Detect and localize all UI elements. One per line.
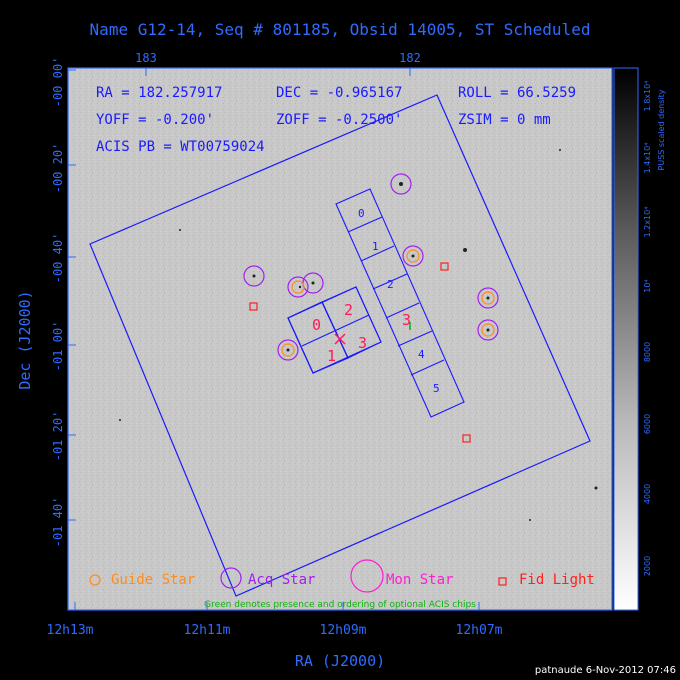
legend-acq-icon	[220, 567, 242, 589]
acis-s-label-3: 3	[402, 311, 411, 329]
fid-light	[462, 434, 471, 443]
acis-s-label-0: 0	[358, 207, 365, 220]
acis-s-label-5: 5	[433, 382, 440, 395]
field-of-view	[89, 94, 591, 597]
info-zsim: ZSIM = 0 mm	[458, 112, 551, 128]
info-roll: ROLL = 66.5259	[458, 85, 576, 101]
legend: Guide Star Acq Star Mon Star Fid Light G…	[89, 559, 595, 610]
legend-note: Green denotes presence and ordering of o…	[204, 600, 476, 610]
guide-star	[291, 280, 305, 294]
acis-i-label-3: 3	[358, 334, 367, 352]
fid-lights	[249, 262, 471, 443]
acis-i-label-2: 2	[344, 301, 353, 319]
guide-star	[281, 343, 295, 357]
acq-star	[477, 319, 499, 341]
info-acis-pb: ACIS PB = WT00759024	[96, 139, 265, 155]
colorbar-tick-7: 2000	[643, 556, 652, 576]
acis-s-label-2: 2	[387, 278, 394, 291]
bottom-tick-1: 12h11m	[184, 623, 231, 638]
info-zoff: ZOFF = -0.2500'	[276, 112, 402, 128]
acis-s-array	[335, 188, 465, 418]
x-axis-label: RA (J2000)	[295, 652, 385, 670]
acq-star	[287, 276, 309, 298]
colorbar	[613, 67, 639, 611]
acq-star	[277, 339, 299, 361]
colorbar-ticks: 1.8x10⁴ 1.4x10⁴ 1.2x10⁴ 10⁴ 8000 6000 40…	[643, 81, 652, 577]
legend-guide-label: Guide Star	[111, 572, 195, 588]
acq-star	[477, 287, 499, 309]
colorbar-tick-2: 1.2x10⁴	[643, 207, 652, 238]
guide-star	[481, 291, 495, 305]
legend-mon-icon	[350, 559, 384, 593]
top-tick-182: 182	[399, 51, 421, 65]
legend-fid-label: Fid Light	[519, 572, 595, 588]
legend-mon-label: Mon Star	[386, 572, 453, 588]
top-tick-183: 183	[135, 51, 157, 65]
guide-star	[481, 323, 495, 337]
guide-star	[406, 249, 420, 263]
left-tick-5: -01 40'	[51, 497, 65, 548]
plot-frame	[67, 67, 613, 611]
y-axis-label: Dec (J2000)	[16, 290, 34, 389]
page-title: Name G12-14, Seq # 801185, Obsid 14005, …	[90, 20, 591, 39]
acq-star	[402, 245, 424, 267]
info-ra: RA = 182.257917	[96, 85, 222, 101]
footer-stamp: patnaude 6-Nov-2012 07:46	[535, 665, 676, 676]
acq-star	[390, 173, 412, 195]
bottom-tick-2: 12h09m	[320, 623, 367, 638]
colorbar-tick-1: 1.4x10⁴	[643, 143, 652, 174]
guide-stars	[281, 249, 495, 357]
background-stars	[119, 149, 598, 521]
acq-stars	[243, 173, 499, 361]
left-tick-3: -01 00'	[51, 321, 65, 372]
colorbar-label: PUSS scaled density	[657, 89, 666, 170]
aimpoint-marker	[334, 333, 346, 345]
colorbar-tick-4: 8000	[643, 342, 652, 362]
left-tick-0: -00 00'	[51, 57, 65, 108]
acis-i-label-0: 0	[312, 316, 321, 334]
info-dec: DEC = -0.965167	[276, 85, 402, 101]
acis-s-label-1: 1	[372, 240, 379, 253]
frame-ticks	[68, 68, 480, 610]
legend-acq-label: Acq Star	[248, 572, 315, 588]
fid-light	[440, 262, 449, 271]
left-tick-2: -00 40'	[51, 233, 65, 284]
legend-guide-icon	[89, 574, 101, 586]
legend-fid-icon	[498, 577, 507, 586]
colorbar-tick-5: 6000	[643, 414, 652, 434]
left-axis: -00 00' -00 20' -00 40' -01 00' -01 20' …	[51, 57, 65, 548]
acq-star	[243, 265, 265, 287]
bottom-tick-3: 12h07m	[456, 623, 503, 638]
bottom-tick-0: 12h13m	[47, 623, 94, 638]
left-tick-1: -00 20'	[51, 143, 65, 194]
colorbar-tick-3: 10⁴	[643, 279, 652, 292]
acis-s-label-4: 4	[418, 348, 425, 361]
acis-i-array	[287, 286, 382, 374]
fid-light	[249, 302, 258, 311]
colorbar-tick-0: 1.8x10⁴	[643, 81, 652, 112]
acis-i-label-1: 1	[327, 347, 336, 365]
info-yoff: YOFF = -0.200'	[96, 112, 214, 128]
colorbar-tick-6: 4000	[643, 484, 652, 504]
left-tick-4: -01 20'	[51, 411, 65, 462]
